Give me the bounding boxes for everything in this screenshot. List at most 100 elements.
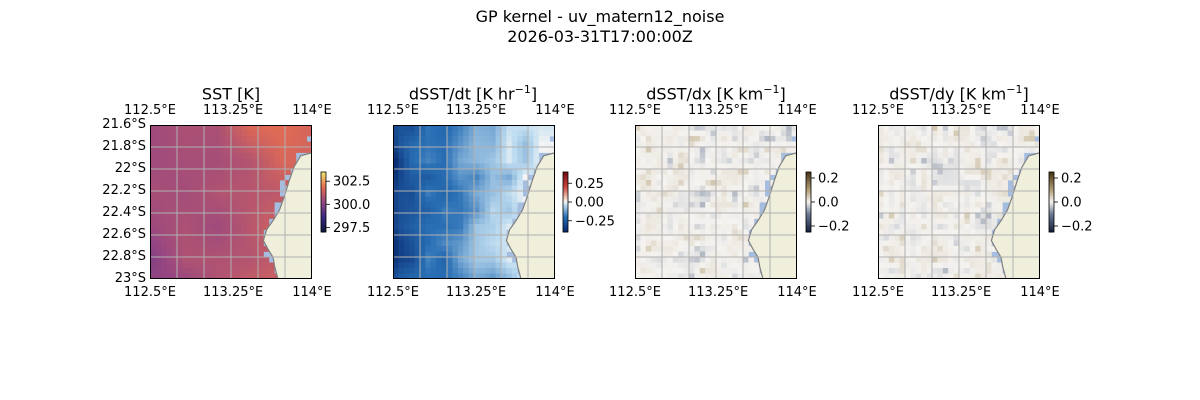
heatmap-cell [447,257,453,263]
heatmap-cell [258,218,264,225]
heatmap-cell [517,158,523,164]
heatmap-cell [662,262,668,269]
heatmap-cell [220,147,226,153]
heatmap-cell [964,273,971,279]
heatmap-cell [662,174,668,181]
heatmap-cell [635,130,641,137]
heatmap-cell [425,251,432,258]
heatmap-cell [268,158,275,164]
heatmap-cell [506,141,513,148]
heatmap-cell [737,180,744,186]
heatmap-cell [942,169,949,175]
heatmap-cell [468,158,475,164]
heatmap-cell [710,251,717,258]
heatmap-cell [258,158,264,164]
heatmap-cell [683,169,690,175]
heatmap-cell [160,196,167,203]
heatmap-cell [991,202,998,208]
colorbar-segment [1049,187,1054,189]
heatmap-cell [220,196,226,203]
heatmap-cell [231,246,237,252]
heatmap-cell [436,207,442,214]
lon-tick-label-bottom: 112.5°E [367,285,419,300]
heatmap-cell [721,240,728,247]
heatmap-cell [452,196,459,203]
heatmap-cell [209,240,216,247]
heatmap-cell [689,147,695,153]
heatmap-cell [166,180,172,186]
heatmap-cell [436,125,442,131]
heatmap-cell [721,207,728,214]
heatmap-cell [937,213,944,219]
heatmap-cell [667,202,674,208]
heatmap-cell [263,152,270,159]
heatmap-cell [187,158,194,164]
colorbar-segment [1049,196,1054,198]
colorbar-segment [563,217,568,219]
heatmap-cell [538,136,545,142]
heatmap-cell [414,207,421,214]
heatmap-cell [683,147,690,153]
colorbar-segment [321,202,326,204]
heatmap-cell [393,158,399,164]
heatmap-cell [710,130,717,137]
heatmap-cell [236,169,243,175]
lon-tick-label-top: 114°E [292,103,332,118]
heatmap-cell [198,273,205,279]
heatmap-cell [732,141,738,148]
panel-title-dsst-dx: dSST/dx [K km−1] [606,80,826,104]
heatmap-cell [948,191,954,197]
heatmap-cell [980,273,987,279]
heatmap-cell [436,191,442,197]
heatmap-cell [474,158,480,164]
colorbar-segment [321,209,326,212]
colorbar-dsst-dx: 0.20.0−0.2 [805,172,850,234]
heatmap-cell [937,191,944,197]
lon-tick-label-bottom: 114°E [777,285,817,300]
heatmap-cell [506,147,513,153]
heatmap-cell [258,207,264,214]
heatmap-cell [247,202,253,208]
heatmap-cell [899,251,906,258]
heatmap-cell [926,224,933,230]
heatmap-cell [447,246,453,252]
heatmap-cell [447,240,453,247]
heatmap-cell [441,180,448,186]
heatmap-cell [743,180,749,186]
heatmap-cell [1023,136,1030,142]
heatmap-cell [182,213,189,219]
heatmap-cell [964,251,971,258]
colorbar-segment [1049,203,1054,206]
heatmap-cell [640,207,647,214]
heatmap-cell [393,235,399,241]
heatmap-cell [252,202,259,208]
heatmap-cell [878,229,884,236]
heatmap-cell [991,169,998,175]
heatmap-cell [969,240,976,247]
heatmap-cell [975,136,981,142]
heatmap-cell [150,262,156,269]
heatmap-cell [236,141,243,148]
heatmap-cell [748,158,755,164]
heatmap-cell [1029,130,1035,137]
heatmap-cell [894,125,900,131]
colorbar-segment [321,185,326,188]
heatmap-cell [926,180,933,186]
heatmap-cell [953,180,960,186]
heatmap-cell [894,251,900,258]
heatmap-cell [247,207,253,214]
heatmap-cell [991,246,998,252]
heatmap-cell [425,235,432,241]
heatmap-cell [635,246,641,252]
heatmap-cell [645,141,652,148]
heatmap-cell [484,229,491,236]
heatmap-cell [1018,136,1025,142]
heatmap-cell [921,191,927,197]
heatmap-cell [899,213,906,219]
heatmap-cell [635,169,641,175]
heatmap-cell [166,224,172,230]
heatmap-cell [241,240,248,247]
heatmap-cell [645,251,652,258]
heatmap-cell [732,235,738,241]
heatmap-cell [285,152,291,159]
